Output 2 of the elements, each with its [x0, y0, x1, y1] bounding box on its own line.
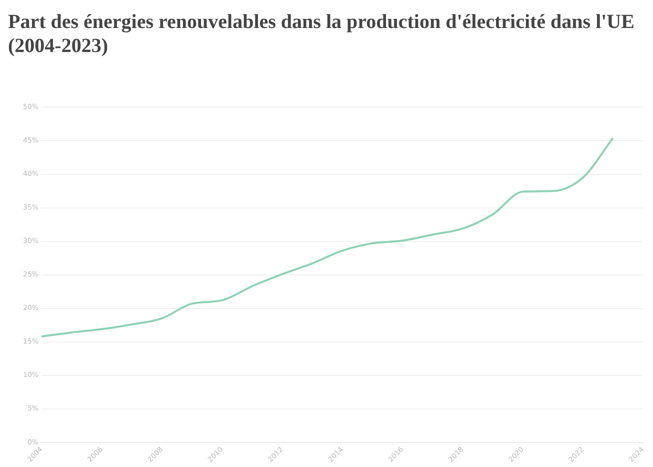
- line-series: [42, 137, 614, 338]
- chart-title: Part des énergies renouvelables dans la production d'électricité dans l'UE (2004-2023): [8, 10, 636, 58]
